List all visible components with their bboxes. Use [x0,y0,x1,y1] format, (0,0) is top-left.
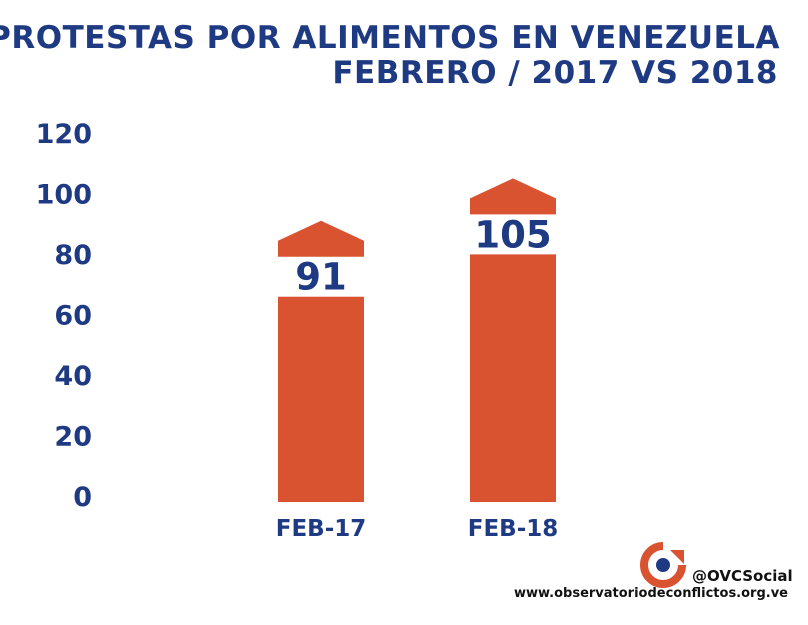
x-tick-label: FEB-18 [468,516,559,542]
data-label: 105 [474,213,551,256]
bar-cap [470,178,556,215]
y-tick-label: 0 [73,482,92,513]
y-tick-label: 100 [36,180,92,211]
y-tick-label: 20 [54,422,92,453]
chart-subtitle: FEBRERO / 2017 VS 2018 [332,55,778,91]
y-tick-label: 40 [54,361,92,392]
y-tick-label: 60 [54,301,92,332]
chart-title: PROTESTAS POR ALIMENTOS EN VENEZUELA [0,20,780,56]
bar-cap [278,220,364,257]
bar [470,254,556,502]
website-url: www.observatoriodeconflictos.org.ve [513,586,788,601]
data-label: 91 [295,256,347,299]
y-tick-label: 120 [36,119,92,150]
ovcs-logo-icon [640,542,686,588]
x-tick-label: FEB-17 [276,516,367,542]
y-tick-label: 80 [54,240,92,271]
bar [278,296,364,502]
social-handle: @OVCSocial [692,567,793,585]
